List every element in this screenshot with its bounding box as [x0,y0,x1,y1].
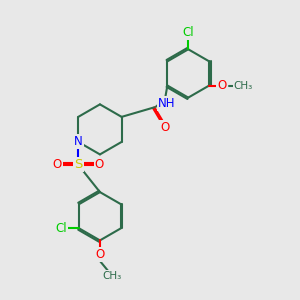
Text: O: O [52,158,62,171]
Text: CH₃: CH₃ [103,271,122,281]
Text: CH₃: CH₃ [234,80,253,91]
Text: N: N [74,135,82,148]
Text: Cl: Cl [182,26,194,39]
Text: O: O [95,158,104,171]
Text: Cl: Cl [56,222,67,235]
Text: O: O [217,79,226,92]
Text: NH: NH [158,97,175,110]
Text: S: S [74,158,82,171]
Text: O: O [95,248,105,261]
Text: O: O [160,121,169,134]
